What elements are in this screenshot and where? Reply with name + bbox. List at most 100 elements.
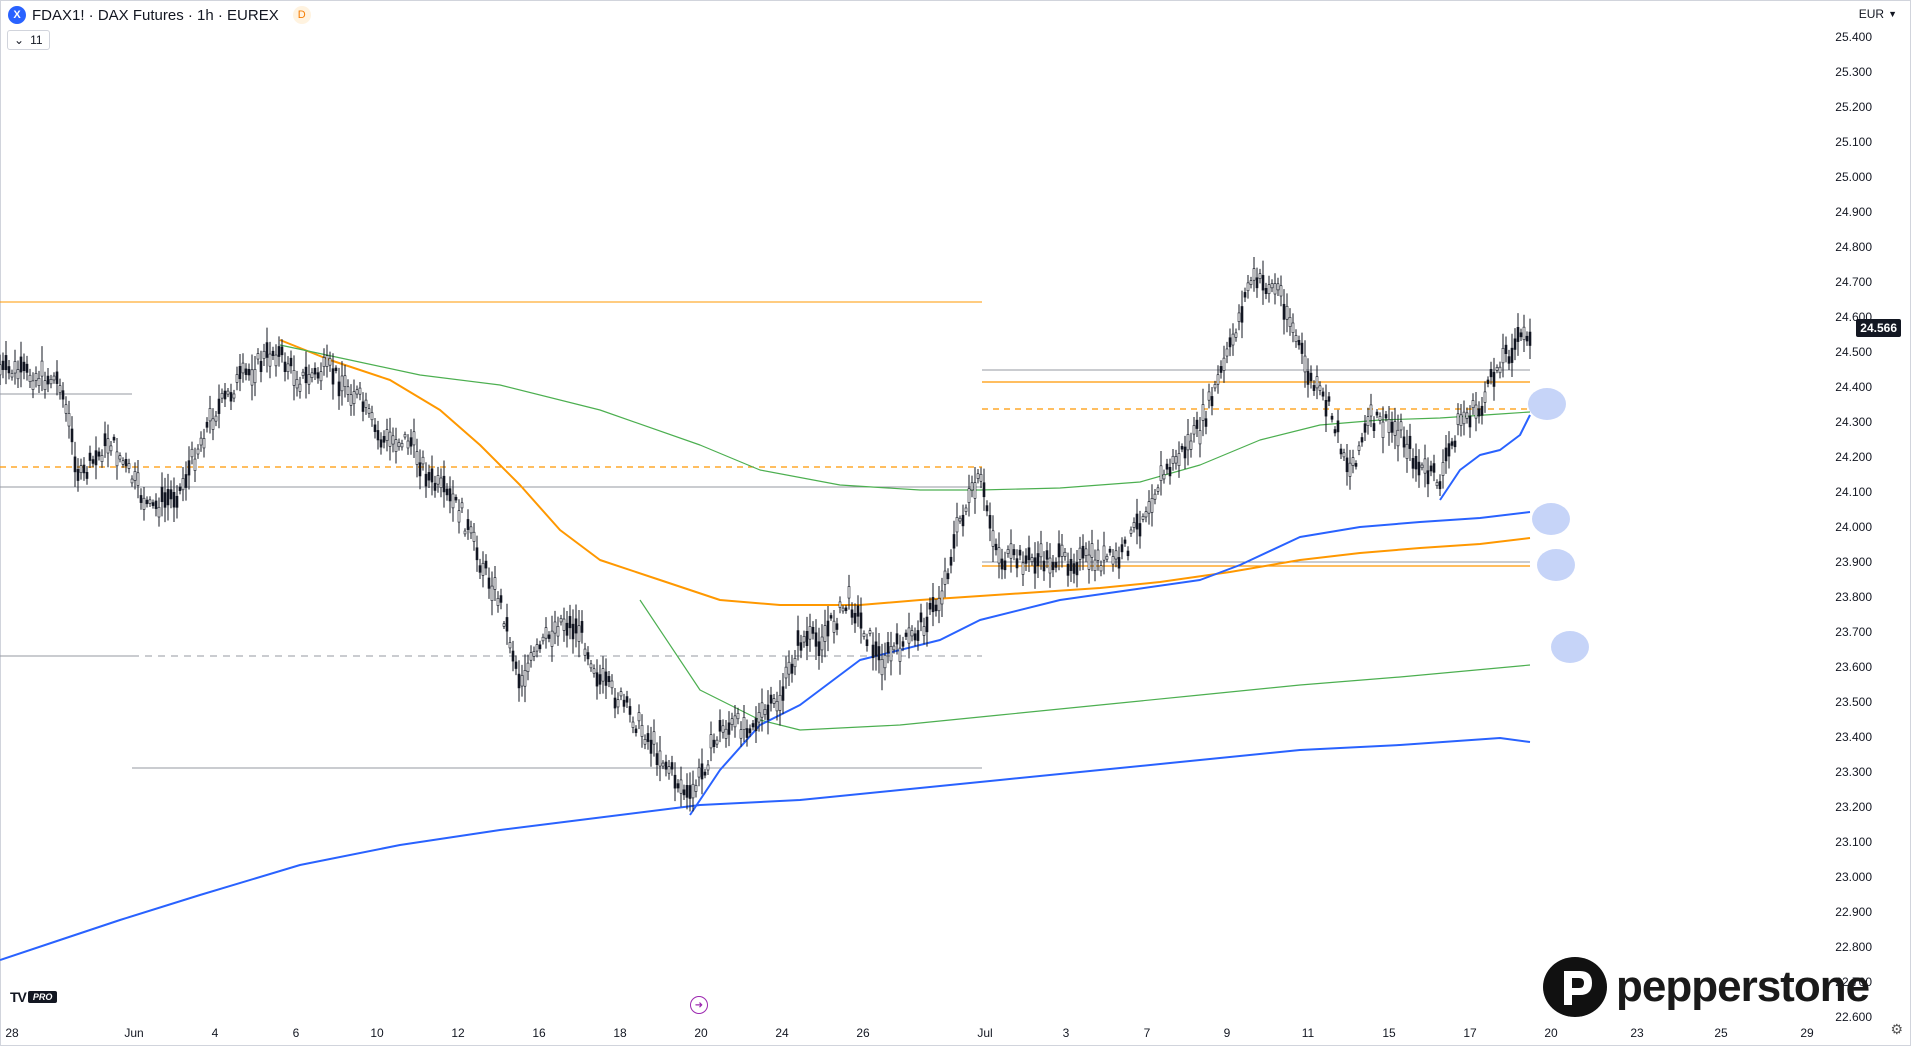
platform-tier-badge: PRO	[27, 991, 58, 1003]
candle-body	[1498, 366, 1502, 374]
candle-body	[1039, 543, 1043, 558]
candle-body	[13, 361, 17, 374]
candle-body	[742, 717, 746, 730]
candle-body	[844, 607, 848, 612]
candle-body	[691, 783, 695, 799]
time-tick-label: 7	[1144, 1026, 1151, 1040]
candle-body	[208, 408, 212, 422]
candle-body	[328, 358, 332, 366]
candle-body	[517, 673, 521, 689]
candle-body	[1081, 545, 1085, 559]
candle-body	[619, 691, 623, 697]
candle-body	[544, 627, 548, 639]
candle-body	[157, 506, 161, 518]
candle-body	[820, 636, 824, 651]
candle-body	[529, 652, 533, 661]
candle-body	[265, 342, 269, 358]
candle-body	[1048, 557, 1052, 574]
candle-body	[673, 774, 677, 789]
candle-body	[1072, 563, 1076, 574]
candle-body	[79, 465, 83, 473]
alert-marker	[1551, 631, 1589, 663]
time-tick-label: 17	[1463, 1026, 1477, 1040]
candle-body	[1060, 544, 1064, 557]
candle-body	[646, 733, 650, 742]
candle-body	[1069, 558, 1073, 571]
candle-body	[1354, 463, 1358, 467]
candle-body	[1525, 335, 1529, 342]
candle-body	[61, 390, 65, 400]
price-tick-label: 25.000	[1835, 170, 1872, 184]
candle-body	[214, 415, 218, 422]
candle-body	[655, 753, 659, 765]
indicators-toggle-button[interactable]: ⌄ 11	[7, 30, 50, 50]
time-tick-label: 20	[1544, 1026, 1558, 1040]
candle-body	[784, 666, 788, 679]
gear-icon[interactable]: ⚙	[1890, 1021, 1903, 1037]
candle-body	[985, 505, 989, 512]
candle-body	[1282, 303, 1286, 320]
candle-body	[706, 764, 710, 771]
candle-body	[526, 662, 530, 672]
candle-body	[1147, 501, 1151, 514]
candle-body	[583, 648, 587, 656]
candle-body	[568, 616, 572, 629]
replay-icon[interactable]: ➜	[690, 996, 708, 1014]
candle-body	[223, 390, 227, 400]
candle-body	[379, 439, 383, 448]
candle-body	[322, 357, 326, 367]
currency-selector[interactable]: EUR ▼	[1859, 7, 1897, 21]
candle-body	[862, 633, 866, 637]
candle-body	[697, 767, 701, 778]
candle-body	[181, 478, 185, 491]
candle-body	[121, 460, 125, 465]
data-delay-badge[interactable]: D	[292, 6, 311, 24]
candle-body	[490, 585, 494, 601]
tradingview-logo[interactable]: TV PRO	[10, 989, 58, 1005]
candle-body	[523, 670, 527, 687]
candle-body	[250, 369, 254, 386]
candle-body	[1285, 305, 1289, 320]
candle-body	[1177, 453, 1181, 467]
candle-body	[835, 623, 839, 630]
candle-body	[25, 363, 29, 373]
symbol-title[interactable]: FDAX1! · DAX Futures · 1h · EUREX	[32, 6, 279, 24]
price-tick-label: 23.700	[1835, 625, 1872, 639]
candle-body	[538, 644, 542, 650]
candle-body	[1090, 543, 1094, 558]
candle-body	[508, 642, 512, 649]
candle-body	[589, 663, 593, 669]
candle-body	[586, 652, 590, 660]
candle-body	[748, 728, 752, 734]
candle-body	[91, 459, 95, 464]
candle-body	[1123, 539, 1127, 544]
candle-body	[259, 360, 263, 373]
candle-body	[34, 373, 38, 381]
candle-body	[481, 562, 485, 576]
candle-body	[118, 455, 122, 460]
candle-body	[1033, 557, 1037, 574]
candle-body	[1414, 455, 1418, 470]
candle-body	[421, 456, 425, 465]
candle-body	[1234, 332, 1238, 338]
candle-body	[826, 620, 830, 637]
candle-body	[1309, 372, 1313, 382]
candle-body	[1135, 513, 1139, 530]
candle-body	[457, 510, 461, 523]
candle-body	[307, 374, 311, 385]
candle-body	[718, 720, 722, 732]
candle-body	[1180, 445, 1184, 450]
price-tick-label: 23.500	[1835, 695, 1872, 709]
candle-body	[1375, 411, 1379, 416]
candle-body	[865, 639, 869, 647]
candle-body	[1387, 419, 1391, 433]
candle-body	[793, 658, 797, 668]
candle-body	[634, 728, 638, 733]
candle-body	[1426, 470, 1430, 485]
candle-body	[1489, 369, 1493, 378]
candle-body	[190, 448, 194, 458]
exchange-logo-icon[interactable]: X	[8, 6, 26, 24]
candle-body	[1066, 563, 1070, 576]
candle-body	[1312, 385, 1316, 391]
